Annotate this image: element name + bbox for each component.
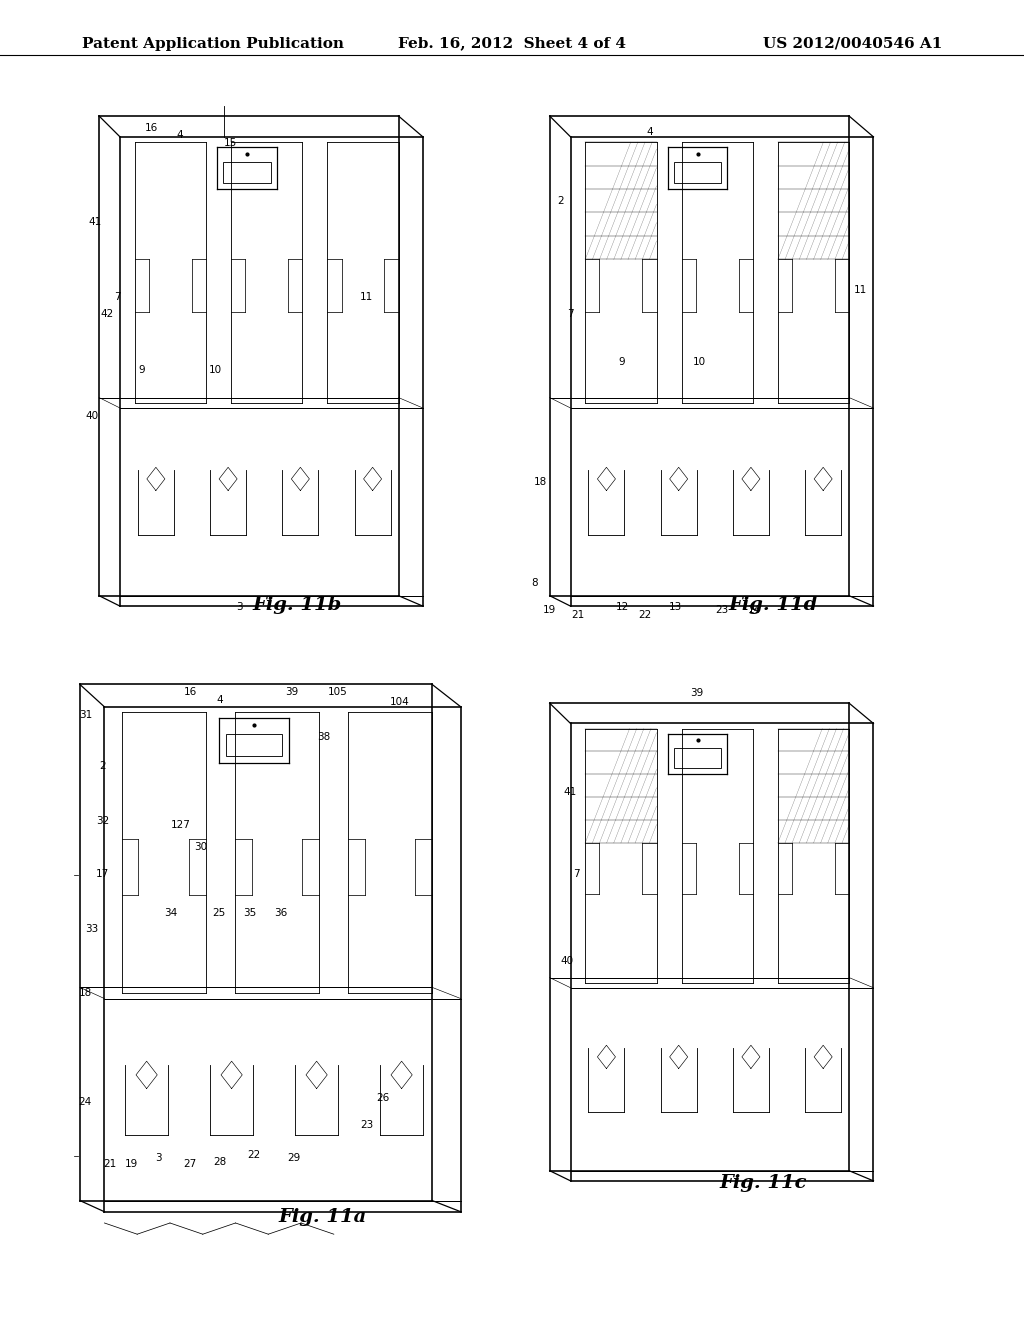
Text: 17: 17 (96, 869, 109, 879)
Text: 38: 38 (317, 731, 330, 742)
Text: 35: 35 (244, 908, 256, 919)
Bar (223, 162, 270, 182)
Text: 3: 3 (237, 602, 243, 612)
Text: US 2012/0040546 A1: US 2012/0040546 A1 (763, 37, 942, 50)
Text: 18: 18 (79, 987, 91, 998)
Text: 9: 9 (618, 356, 625, 367)
Text: 12: 12 (616, 602, 629, 612)
Text: 27: 27 (183, 1159, 196, 1170)
Text: Fig. 11a: Fig. 11a (279, 1208, 367, 1226)
Text: 104: 104 (389, 697, 410, 708)
Text: 127: 127 (171, 820, 191, 830)
Text: 34: 34 (165, 908, 177, 919)
Text: 41: 41 (89, 216, 101, 227)
Text: 21: 21 (103, 1159, 116, 1170)
Text: 7: 7 (115, 292, 121, 302)
Text: 22: 22 (248, 1150, 260, 1160)
Text: 18: 18 (535, 477, 547, 487)
Text: 9: 9 (138, 364, 144, 375)
Text: 105: 105 (328, 686, 348, 697)
Text: 10: 10 (693, 356, 706, 367)
Text: 23: 23 (360, 1119, 373, 1130)
Bar (674, 162, 721, 182)
Text: 26: 26 (377, 1093, 389, 1104)
Text: Fig. 11c: Fig. 11c (719, 1173, 807, 1192)
Text: 16: 16 (184, 686, 197, 697)
Text: 19: 19 (125, 1159, 137, 1170)
Text: 22: 22 (639, 610, 651, 620)
Text: Patent Application Publication: Patent Application Publication (82, 37, 344, 50)
Text: 15: 15 (224, 137, 237, 148)
Text: 29: 29 (288, 1152, 300, 1163)
Text: 24: 24 (79, 1097, 91, 1107)
Text: 11: 11 (360, 292, 373, 302)
Text: 7: 7 (573, 869, 580, 879)
Text: 14: 14 (749, 605, 761, 615)
Text: 21: 21 (571, 610, 584, 620)
Text: 8: 8 (531, 578, 538, 589)
Text: 4: 4 (647, 127, 653, 137)
Bar (226, 734, 282, 756)
Text: 25: 25 (213, 908, 225, 919)
Text: 2: 2 (99, 760, 105, 771)
Text: 36: 36 (274, 908, 287, 919)
Text: Fig. 11b: Fig. 11b (252, 595, 342, 614)
Bar (674, 748, 721, 768)
Text: 41: 41 (564, 787, 577, 797)
Text: Feb. 16, 2012  Sheet 4 of 4: Feb. 16, 2012 Sheet 4 of 4 (398, 37, 626, 50)
Text: 11: 11 (854, 285, 866, 296)
Text: 7: 7 (567, 309, 573, 319)
Text: 32: 32 (96, 816, 109, 826)
Text: 39: 39 (286, 686, 298, 697)
Text: 31: 31 (80, 710, 92, 721)
Text: Fig. 11d: Fig. 11d (728, 595, 818, 614)
Text: 30: 30 (195, 842, 207, 853)
Text: 13: 13 (670, 602, 682, 612)
Text: 19: 19 (544, 605, 556, 615)
Text: 40: 40 (86, 411, 98, 421)
Text: 16: 16 (145, 123, 158, 133)
Text: 3: 3 (156, 1152, 162, 1163)
Text: 23: 23 (716, 605, 728, 615)
Text: 2: 2 (557, 195, 563, 206)
Text: 4: 4 (217, 694, 223, 705)
Text: 4: 4 (177, 129, 183, 140)
Text: 42: 42 (101, 309, 114, 319)
Text: 10: 10 (209, 364, 221, 375)
Text: 28: 28 (214, 1156, 226, 1167)
Text: 39: 39 (690, 688, 702, 698)
Text: 33: 33 (86, 924, 98, 935)
Text: 40: 40 (561, 956, 573, 966)
